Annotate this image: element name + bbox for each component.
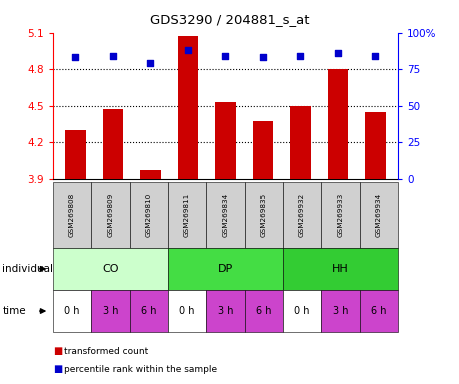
Text: transformed count: transformed count — [64, 347, 148, 356]
Text: 3 h: 3 h — [217, 306, 233, 316]
Bar — [327, 69, 347, 179]
Text: DP: DP — [217, 264, 233, 274]
Text: HH: HH — [331, 264, 348, 274]
Bar — [215, 102, 235, 179]
Text: GSM269808: GSM269808 — [69, 193, 75, 237]
Text: GSM269932: GSM269932 — [298, 193, 304, 237]
Bar — [140, 170, 160, 179]
Text: time: time — [2, 306, 26, 316]
Bar — [177, 36, 198, 179]
Text: GSM269835: GSM269835 — [260, 193, 266, 237]
Text: 3 h: 3 h — [332, 306, 347, 316]
Text: 0 h: 0 h — [64, 306, 80, 316]
Text: percentile rank within the sample: percentile rank within the sample — [64, 365, 217, 374]
Bar — [102, 109, 123, 179]
Point — [146, 60, 154, 66]
Text: GDS3290 / 204881_s_at: GDS3290 / 204881_s_at — [150, 13, 309, 26]
Point — [184, 47, 191, 53]
Point — [72, 55, 79, 61]
Text: GSM269811: GSM269811 — [184, 193, 190, 237]
Text: 6 h: 6 h — [140, 306, 156, 316]
Bar — [252, 121, 273, 179]
Point — [259, 55, 266, 61]
Text: 0 h: 0 h — [179, 306, 195, 316]
Text: 3 h: 3 h — [102, 306, 118, 316]
Point — [371, 53, 378, 59]
Point — [296, 53, 303, 59]
Bar — [65, 130, 85, 179]
Text: individual: individual — [2, 264, 53, 274]
Text: ■: ■ — [53, 364, 62, 374]
Text: GSM269934: GSM269934 — [375, 193, 381, 237]
Text: GSM269809: GSM269809 — [107, 193, 113, 237]
Text: GSM269810: GSM269810 — [146, 193, 151, 237]
Text: CO: CO — [102, 264, 118, 274]
Text: 6 h: 6 h — [370, 306, 386, 316]
Point — [334, 50, 341, 56]
Text: GSM269834: GSM269834 — [222, 193, 228, 237]
Text: 6 h: 6 h — [255, 306, 271, 316]
Text: GSM269933: GSM269933 — [336, 193, 343, 237]
Point — [109, 53, 116, 59]
Bar — [364, 112, 385, 179]
Bar — [290, 106, 310, 179]
Point — [221, 53, 229, 59]
Text: 0 h: 0 h — [294, 306, 309, 316]
Text: ■: ■ — [53, 346, 62, 356]
